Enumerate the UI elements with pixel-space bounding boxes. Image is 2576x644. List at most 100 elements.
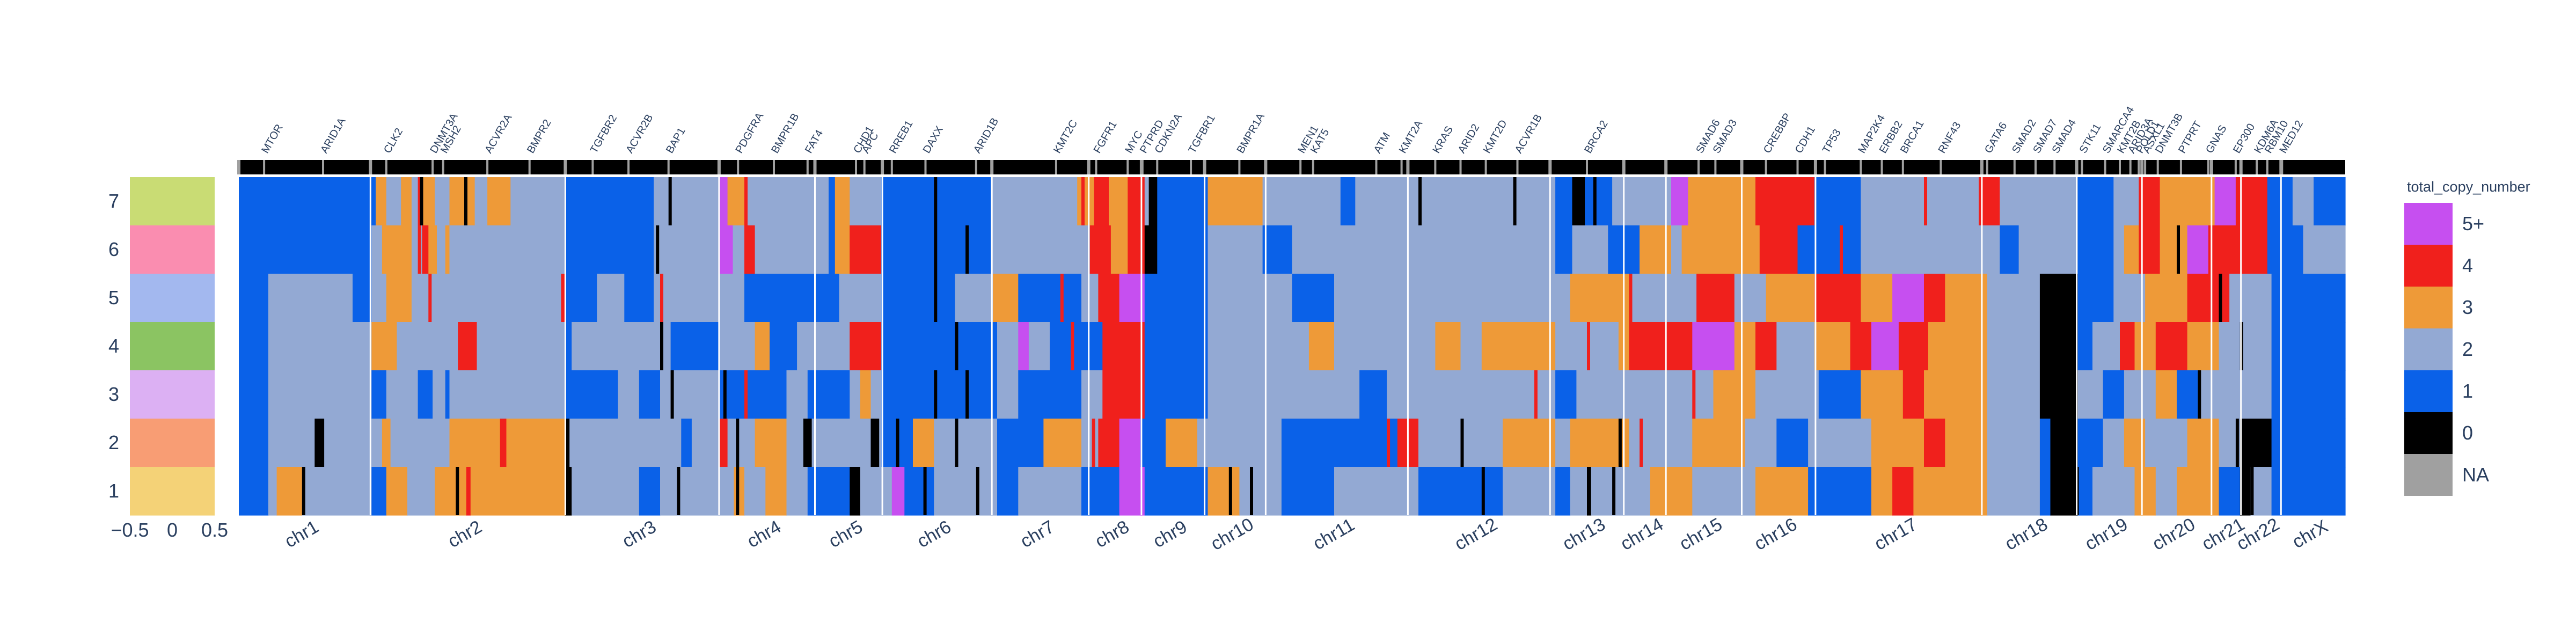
heatmap-cell <box>2271 370 2346 419</box>
heatmap-cell-narrow <box>1250 467 1253 515</box>
heatmap-cell <box>268 322 372 371</box>
cluster-y-tick: 2 <box>108 431 119 453</box>
heatmap-cell-narrow <box>965 225 969 274</box>
heatmap-cell <box>1987 370 2040 419</box>
chromosome-label: chr18 <box>2001 514 2051 554</box>
heatmap-cell <box>891 467 905 516</box>
heatmap-cell <box>1128 177 1145 226</box>
chromosome-label: chrX <box>2289 516 2332 553</box>
heatmap-cell <box>1745 419 1777 467</box>
heatmap-cell <box>2250 467 2272 516</box>
gene-bar-tick <box>806 160 809 174</box>
heatmap-cell <box>1587 467 1592 516</box>
heatmap-cell <box>1696 274 1735 323</box>
cluster-axis: 7 6 5 4 3 2 1 −0.5 0 0.5 <box>108 190 228 541</box>
heatmap-cell <box>569 419 682 467</box>
gene-bar-tick <box>1484 160 1487 174</box>
cluster-y-tick: 3 <box>108 383 119 405</box>
heatmap-cell-narrow <box>2198 370 2201 419</box>
legend-title: total_copy_number <box>2407 179 2530 195</box>
heatmap-cell <box>1572 225 1608 274</box>
heatmap-cell <box>1692 419 1745 467</box>
heatmap-cell <box>654 225 720 274</box>
gene-bar-tick <box>486 160 489 174</box>
gene-bar-tick <box>322 160 324 174</box>
heatmap-cell <box>397 322 458 371</box>
gene-bar-gap <box>1813 160 1817 174</box>
heatmap-cell <box>386 370 419 419</box>
heatmap-cell <box>1435 322 1461 371</box>
heatmap-cell <box>1945 274 1988 323</box>
heatmap-cell <box>2050 467 2079 516</box>
gene-bar-tick <box>1860 160 1862 174</box>
gene-bar-tick <box>2138 160 2140 174</box>
heatmap-cell <box>1861 370 1904 419</box>
gene-bar-tick <box>1765 160 1767 174</box>
heatmap-cell <box>1081 274 1099 323</box>
heatmap-cell <box>418 370 433 419</box>
heatmap-cell <box>449 225 566 274</box>
heatmap-cell <box>1928 322 1988 371</box>
heatmap-cell <box>803 419 813 467</box>
gene-label: ACVR2B <box>624 112 655 155</box>
gene-label: ACVR2A <box>482 112 514 156</box>
gene-bar-gap <box>564 160 567 174</box>
heatmap-cell <box>670 322 720 371</box>
heatmap-cell <box>1262 177 1341 226</box>
heatmap-cell <box>1902 370 1924 419</box>
heatmap-cell <box>376 177 387 226</box>
gene-bar-tick <box>1516 160 1519 174</box>
heatmap-cell-narrow <box>2235 419 2239 467</box>
heatmap-cell <box>2120 322 2135 371</box>
heatmap-cell <box>1871 467 1893 516</box>
heatmap-cell <box>1555 419 1571 467</box>
gene-bar-gap <box>717 160 721 174</box>
heatmap-cell <box>1713 370 1756 419</box>
heatmap-cell <box>1481 322 1556 371</box>
chromosome-label: chr8 <box>1092 516 1132 552</box>
heatmap-cell <box>2000 225 2019 274</box>
heatmap-cell <box>1808 419 1872 467</box>
heatmap-cell <box>829 225 836 274</box>
heatmap-cell <box>386 177 401 226</box>
heatmap-cell <box>839 274 882 323</box>
heatmap-cell-narrow <box>464 177 467 225</box>
heatmap-cell <box>435 177 450 226</box>
heatmap-cell-narrow <box>1593 177 1597 225</box>
gene-bar-tick <box>863 160 866 174</box>
heatmap-cell <box>572 467 640 516</box>
cluster-annotation-bar <box>130 177 215 516</box>
heatmap-cell <box>2160 177 2215 226</box>
gene-label: RREB1 <box>887 119 915 156</box>
gene-label: KMT2C <box>1051 118 1080 156</box>
heatmap-cell <box>449 370 566 419</box>
heatmap-cell <box>2077 419 2104 467</box>
gene-bar-tick <box>1095 160 1097 174</box>
heatmap-cell <box>474 177 488 226</box>
heatmap-cell <box>850 322 882 371</box>
heatmap-cell <box>755 322 770 371</box>
heatmap-cell <box>2092 322 2120 371</box>
heatmap-cell <box>1681 225 1760 274</box>
heatmap-cell <box>470 467 566 516</box>
chromosome-label: chr14 <box>1617 514 1667 554</box>
heatmap-cell <box>1755 322 1777 371</box>
chromosome-label: chr11 <box>1309 514 1358 554</box>
heatmap-cell <box>1671 225 1682 274</box>
heatmap-cell <box>449 419 503 467</box>
heatmap-cell-narrow <box>1629 274 1633 322</box>
cluster-cell <box>130 322 215 371</box>
heatmap-cell <box>681 419 692 467</box>
heatmap-cell <box>870 419 880 467</box>
heatmap-cell-narrow <box>418 225 421 274</box>
heatmap-cell <box>660 370 720 419</box>
heatmap-cell <box>1144 370 1209 419</box>
gene-bar-gap <box>2209 160 2213 174</box>
gene-bar-tick <box>2035 160 2037 174</box>
heatmap-cell <box>323 419 383 467</box>
heatmap-cell <box>268 419 315 467</box>
legend-swatch <box>2404 287 2453 328</box>
heatmap-cell <box>1292 274 1335 323</box>
heatmap-cell <box>239 467 269 516</box>
heatmap-cell <box>879 419 882 467</box>
